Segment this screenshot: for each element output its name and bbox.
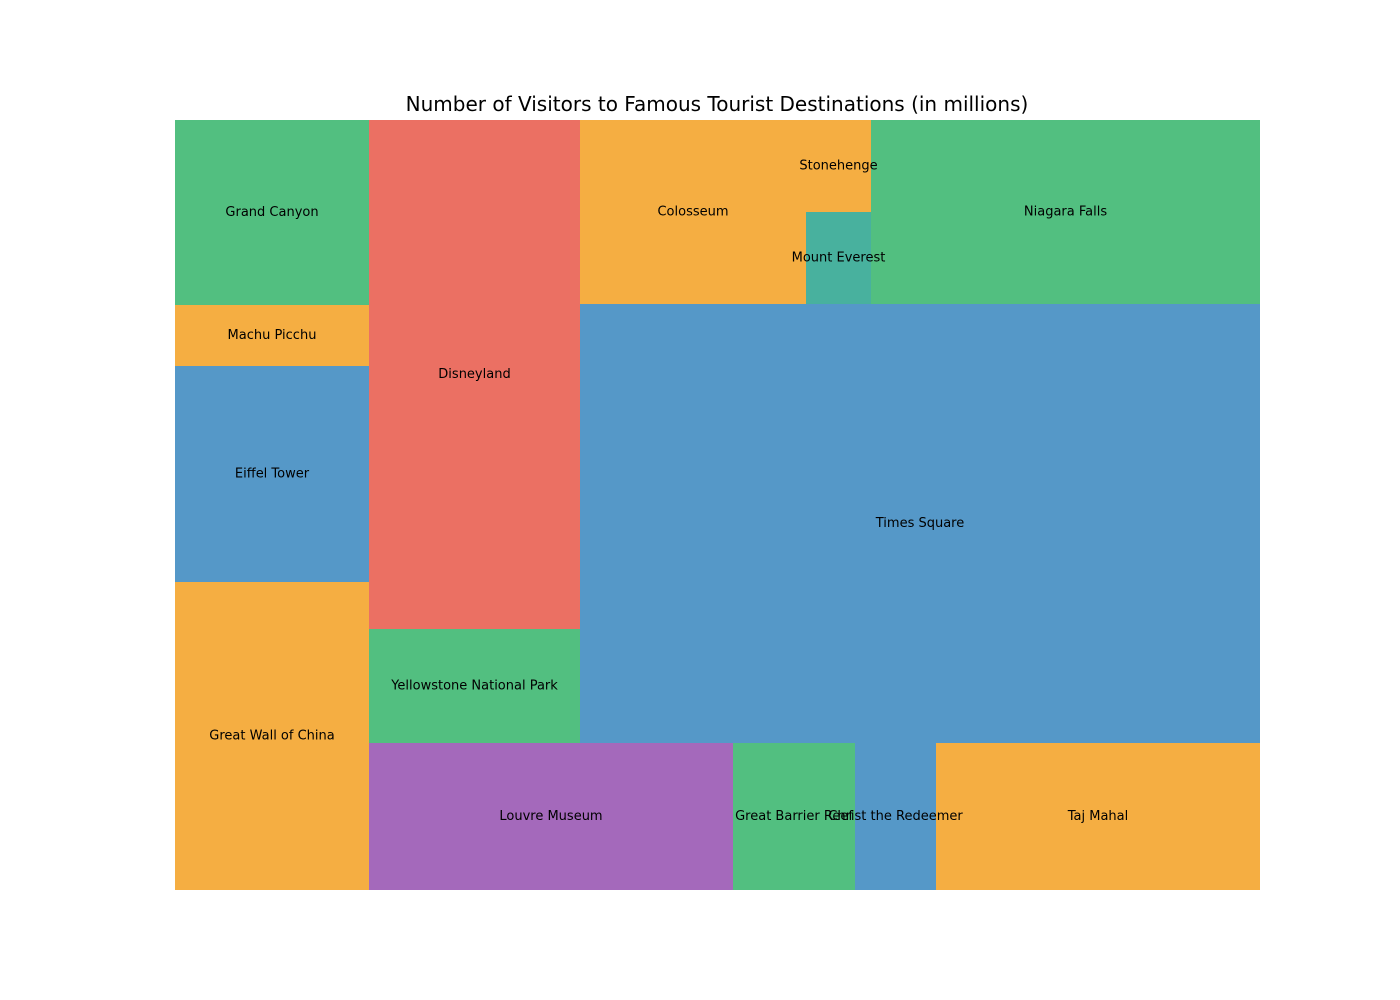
tile-taj-mahal [936,743,1260,890]
tile-label-colosseum: Colosseum [657,205,728,220]
treemap-labels: Grand Canyon Machu Picchu Eiffel Tower Grea… [209,159,1128,825]
tile-label-taj-mahal: Taj Mahal [1067,809,1129,824]
tile-label-times-square: Times Square [875,516,965,531]
tile-label-yellowstone-national-park: Yellowstone National Park [390,679,558,694]
treemap-tiles [175,120,1260,890]
tile-label-louvre-museum: Louvre Museum [499,809,602,824]
tile-eiffel-tower [175,366,369,582]
tile-label-great-wall-of-china: Great Wall of China [209,729,334,744]
tile-yellowstone-national-park [369,629,580,743]
tile-label-niagara-falls: Niagara Falls [1024,205,1107,220]
tile-label-christ-the-redeemer: Christ the Redeemer [828,809,963,824]
tile-niagara-falls [871,120,1260,304]
tile-great-wall-of-china [175,582,369,890]
tile-machu-picchu [175,305,369,366]
chart-title: Number of Visitors to Famous Tourist Des… [406,92,1029,116]
tile-stonehenge [806,120,871,212]
tile-label-machu-picchu: Machu Picchu [228,328,317,343]
tile-label-great-barrier-reef: Great Barrier Reef [735,809,853,824]
tile-label-disneyland: Disneyland [438,367,510,382]
tile-disneyland [369,120,580,629]
tile-label-grand-canyon: Grand Canyon [225,205,318,220]
tile-label-stonehenge: Stonehenge [799,159,877,174]
tile-times-square [580,304,1260,743]
tile-christ-the-redeemer [855,743,936,890]
tile-great-barrier-reef [733,743,855,890]
tile-label-mount-everest: Mount Everest [792,251,886,266]
tile-label-eiffel-tower: Eiffel Tower [235,467,310,482]
tile-louvre-museum [369,743,733,890]
tile-grand-canyon [175,120,369,305]
tile-colosseum [580,120,806,304]
tile-mount-everest [806,212,871,304]
